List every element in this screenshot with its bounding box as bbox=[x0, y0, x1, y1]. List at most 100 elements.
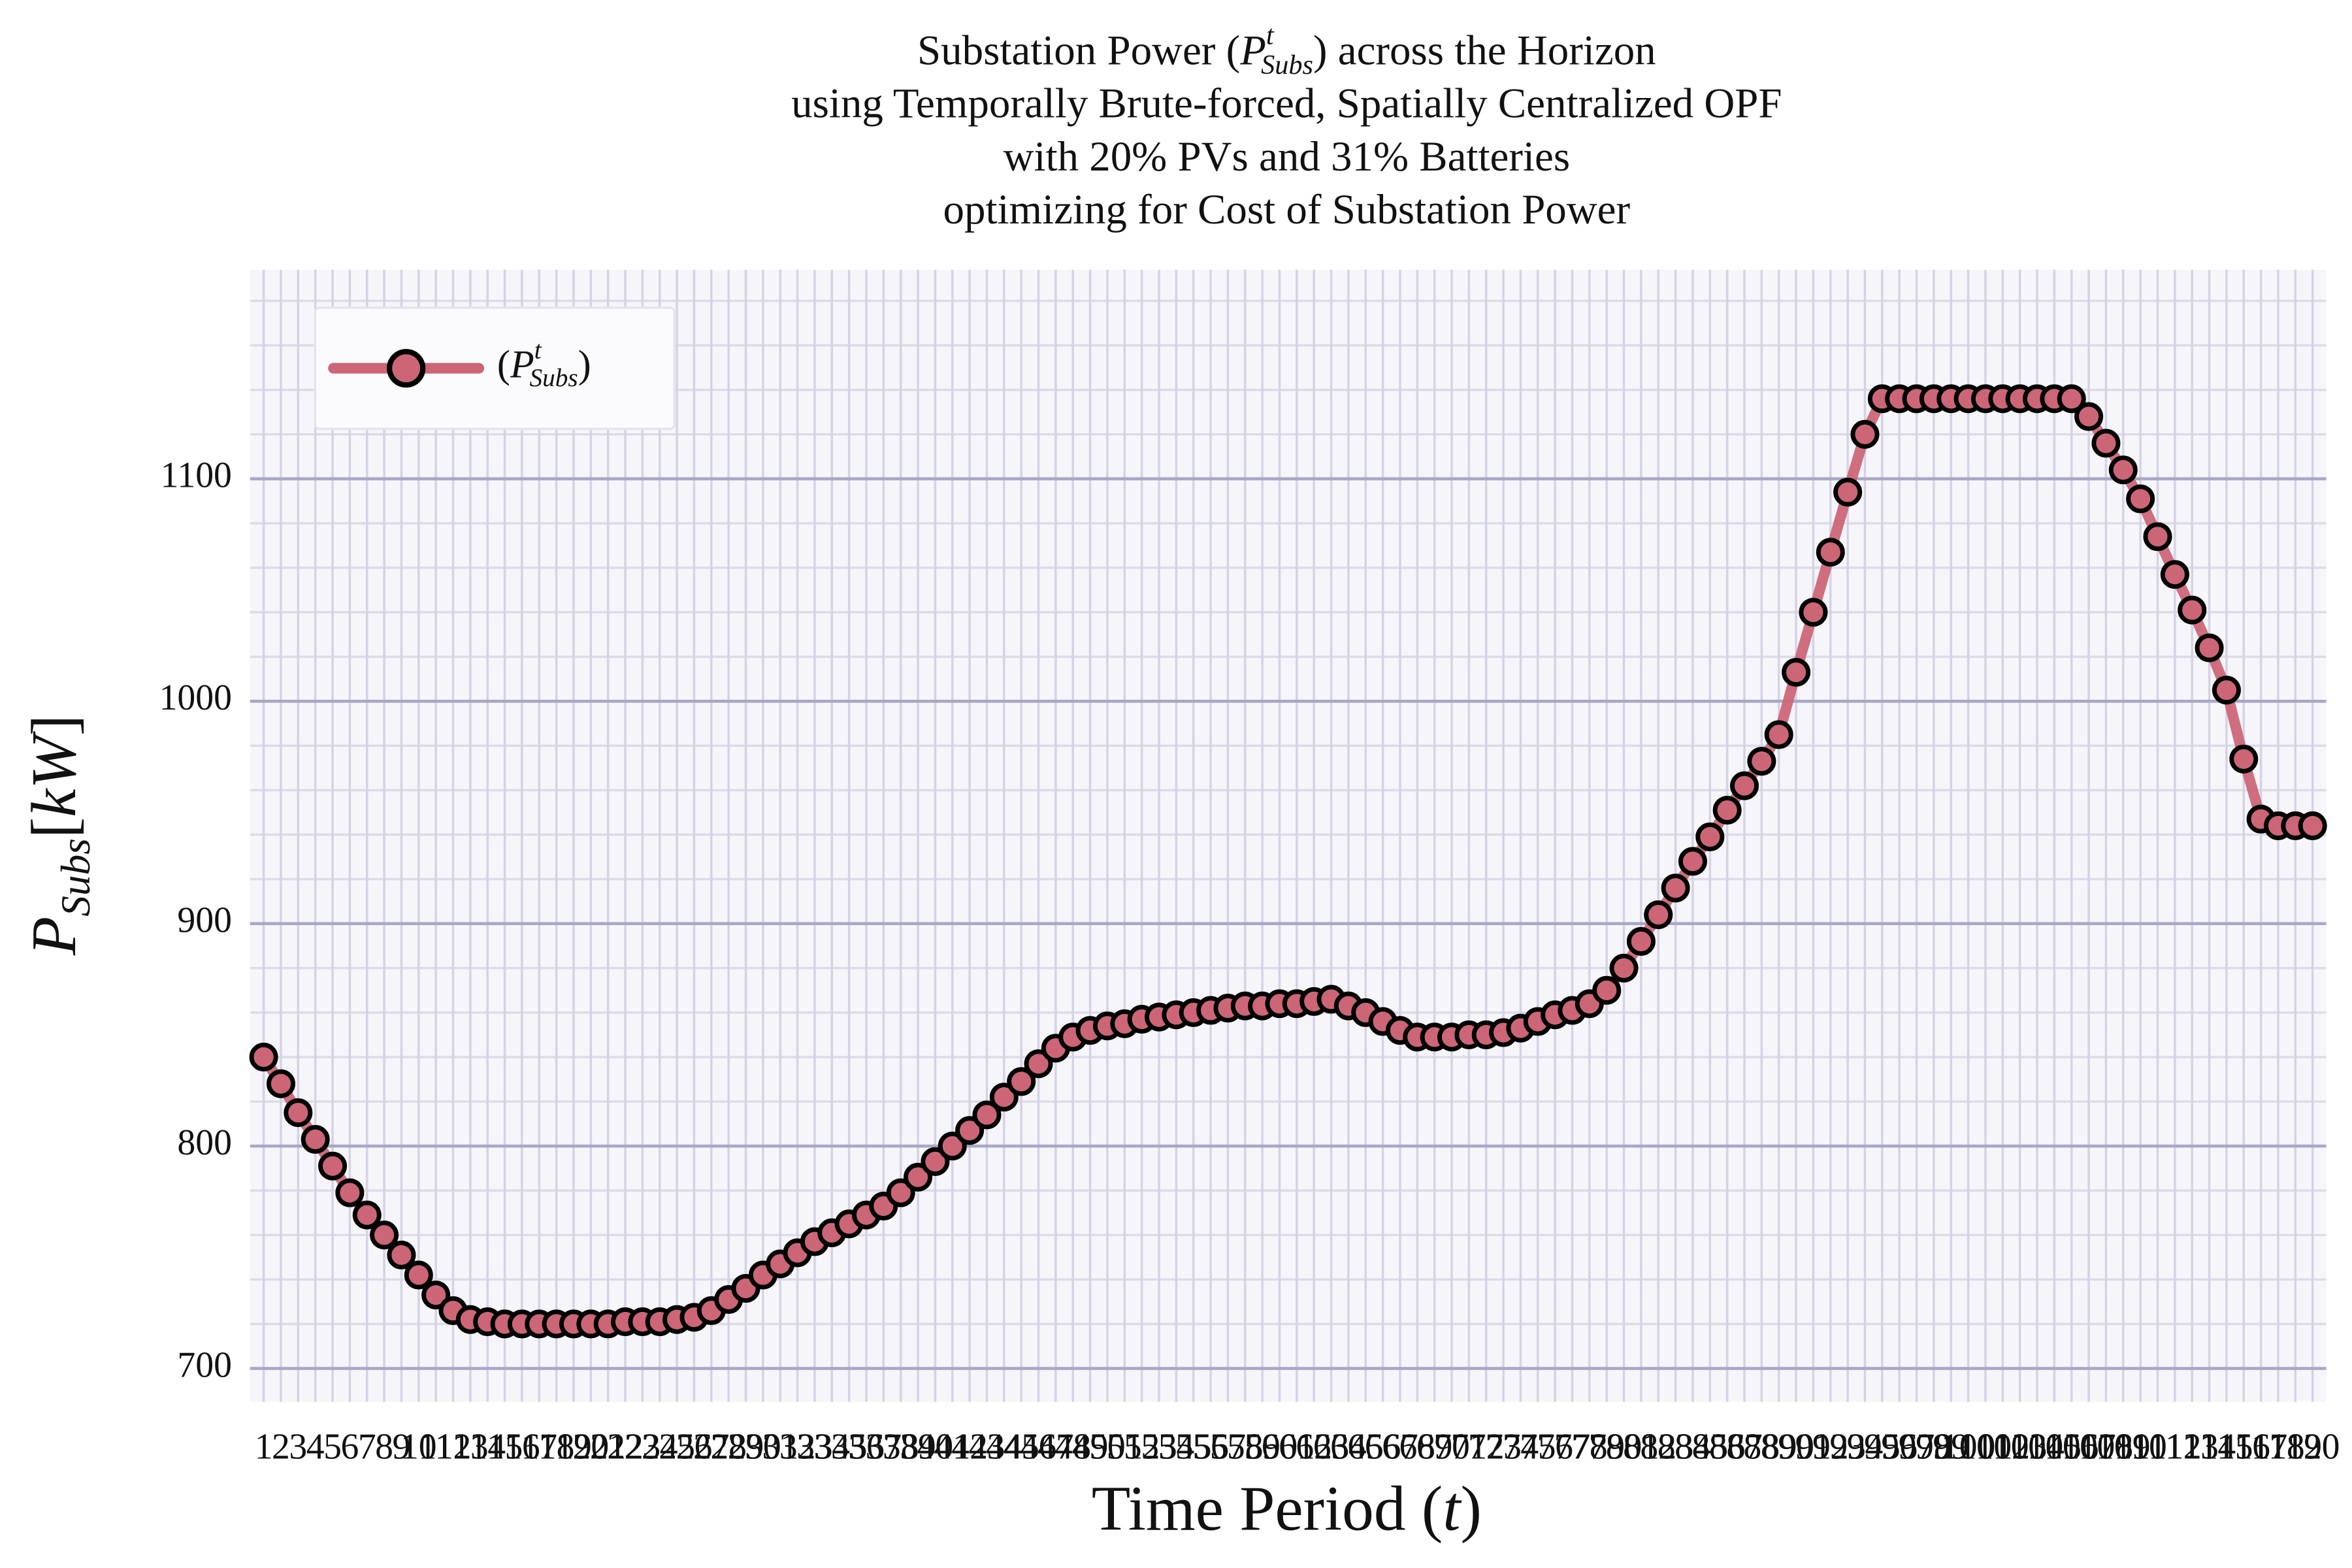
x-tick-label: 14 bbox=[469, 1427, 506, 1467]
x-tick-label: 10 bbox=[400, 1427, 437, 1467]
y-axis-label-part: ] bbox=[19, 715, 90, 736]
chart-title: with 20% PVs and 31% Batteries bbox=[1004, 133, 1571, 180]
x-tick-label: 61 bbox=[1279, 1427, 1315, 1467]
x-tick-label: 67 bbox=[1382, 1427, 1418, 1467]
x-tick-label: 79 bbox=[1588, 1427, 1625, 1467]
x-tick-label: 27 bbox=[693, 1427, 730, 1467]
x-tick-label: 32 bbox=[779, 1427, 816, 1467]
x-tick-label: 115 bbox=[2200, 1427, 2253, 1467]
legend-label: (Pt Subs) bbox=[497, 336, 591, 392]
x-tick-label: 43 bbox=[969, 1427, 1005, 1467]
x-tick-label: 3 bbox=[289, 1427, 307, 1467]
chart-title-part: P bbox=[1239, 27, 1266, 74]
x-tick-label: 58 bbox=[1227, 1427, 1264, 1467]
marker bbox=[1661, 874, 1690, 903]
x-tick-label: 62 bbox=[1296, 1427, 1332, 1467]
chart-title: optimizing for Cost of Substation Power bbox=[943, 186, 1631, 233]
x-tick-label: 96 bbox=[1881, 1427, 1918, 1467]
x-tick-label: 22 bbox=[607, 1427, 644, 1467]
x-tick-label: 16 bbox=[504, 1427, 540, 1467]
x-tick-label: 21 bbox=[590, 1427, 627, 1467]
x-tick-label: 51 bbox=[1106, 1427, 1143, 1467]
marker bbox=[249, 1042, 278, 1072]
legend-label-part: ) bbox=[578, 343, 591, 387]
marker bbox=[335, 1178, 365, 1207]
x-tick-label: 45 bbox=[1003, 1427, 1039, 1467]
x-tick-label: 11 bbox=[418, 1427, 453, 1467]
x-tick-label: 92 bbox=[1812, 1427, 1849, 1467]
x-tick-label: 26 bbox=[676, 1427, 713, 1467]
marker bbox=[1678, 847, 1707, 876]
x-tick-label: 6 bbox=[340, 1427, 359, 1467]
marker bbox=[2091, 429, 2121, 458]
x-tick-label: 68 bbox=[1399, 1427, 1435, 1467]
x-tick-label: 37 bbox=[866, 1427, 902, 1467]
x-tick-label: 76 bbox=[1537, 1427, 1573, 1467]
marker bbox=[1609, 953, 1639, 983]
x-tick-label: 81 bbox=[1623, 1427, 1659, 1467]
x-tick-label: 12 bbox=[435, 1427, 472, 1467]
marker bbox=[2298, 811, 2327, 840]
x-tick-label: 15 bbox=[487, 1427, 523, 1467]
x-tick-label: 71 bbox=[1451, 1427, 1488, 1467]
marker bbox=[972, 1100, 1002, 1130]
y-axis-label-part: P bbox=[19, 917, 90, 956]
y-tick-label: 1100 bbox=[161, 455, 232, 496]
x-tick-label: 19 bbox=[555, 1427, 592, 1467]
y-axis-label-part: kW bbox=[19, 730, 90, 817]
legend-label-part: t bbox=[534, 336, 542, 365]
marker bbox=[1729, 771, 1759, 800]
x-tick-label: 97 bbox=[1899, 1427, 1935, 1467]
marker bbox=[1644, 900, 1673, 930]
x-tick-label: 117 bbox=[2234, 1427, 2287, 1467]
x-tick-label: 91 bbox=[1795, 1427, 1832, 1467]
marker bbox=[1007, 1067, 1036, 1096]
marker bbox=[370, 1220, 399, 1250]
marker bbox=[284, 1098, 313, 1128]
legend-label-part: Subs bbox=[530, 364, 578, 392]
x-axis-label-part: ) bbox=[1460, 1474, 1481, 1544]
y-tick-label: 900 bbox=[177, 900, 231, 940]
x-tick-label: 105 bbox=[2027, 1427, 2082, 1467]
x-tick-label: 34 bbox=[813, 1427, 850, 1467]
x-tick-label: 98 bbox=[1916, 1427, 1952, 1467]
x-tick-label: 112 bbox=[2148, 1427, 2201, 1467]
legend-label-part: P bbox=[510, 343, 534, 387]
x-tick-label: 84 bbox=[1674, 1427, 1711, 1467]
legend-box bbox=[314, 306, 676, 431]
x-tick-label: 30 bbox=[745, 1427, 781, 1467]
x-tick-label: 86 bbox=[1709, 1427, 1746, 1467]
legend-label-part: ( bbox=[497, 343, 510, 387]
x-tick-label: 41 bbox=[934, 1427, 971, 1467]
marker bbox=[938, 1132, 967, 1161]
x-axis-label-part: Time Period ( bbox=[1092, 1474, 1443, 1544]
marker bbox=[2195, 633, 2224, 662]
x-tick-label: 119 bbox=[2269, 1427, 2322, 1467]
chart-title-part: Substation Power ( bbox=[917, 27, 1240, 74]
y-tick-label: 800 bbox=[177, 1122, 231, 1163]
x-tick-label: 7 bbox=[358, 1427, 376, 1467]
x-tick-label: 116 bbox=[2217, 1427, 2270, 1467]
x-tick-label: 82 bbox=[1640, 1427, 1676, 1467]
marker bbox=[886, 1178, 915, 1207]
chart-title-part: Subs bbox=[1261, 50, 1313, 80]
x-tick-label: 65 bbox=[1347, 1427, 1384, 1467]
marker bbox=[1695, 822, 1725, 851]
x-tick-label: 78 bbox=[1571, 1427, 1608, 1467]
x-tick-label: 103 bbox=[1993, 1427, 2047, 1467]
x-tick-label: 110 bbox=[2114, 1427, 2166, 1467]
x-tick-label: 40 bbox=[917, 1427, 954, 1467]
x-axis-label-part: t bbox=[1443, 1474, 1462, 1544]
x-tick-label: 9 bbox=[393, 1427, 411, 1467]
marker bbox=[318, 1151, 348, 1181]
x-tick-label: 99 bbox=[1933, 1427, 1969, 1467]
x-tick-label: 106 bbox=[2044, 1427, 2099, 1467]
y-axis-label-part: [ bbox=[19, 817, 90, 838]
x-tick-label: 46 bbox=[1021, 1427, 1057, 1467]
marker bbox=[266, 1069, 295, 1098]
chart-title-part: ) across the Horizon bbox=[1313, 27, 1656, 74]
x-tick-label: 5 bbox=[323, 1427, 342, 1467]
x-tick-label: 109 bbox=[2096, 1427, 2150, 1467]
marker bbox=[387, 1240, 416, 1269]
